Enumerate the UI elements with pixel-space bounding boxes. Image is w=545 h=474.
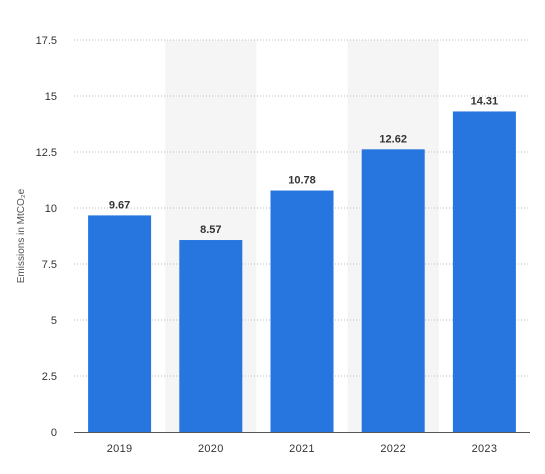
y-tick-label-15: 15 (45, 91, 57, 103)
x-tick-label-2022: 2022 (380, 443, 406, 455)
y-axis-title: Emissions in MtCO₂e (16, 188, 27, 283)
data-label-2023: 14.31 (471, 95, 499, 107)
y-tick-label-7.5: 7.5 (42, 259, 57, 271)
y-tick-label-17.5: 17.5 (36, 35, 57, 47)
bar-2021 (270, 190, 334, 432)
x-axis-ticks: 2019 2020 2021 2022 2023 (107, 443, 497, 455)
y-tick-label-0: 0 (51, 427, 57, 439)
y-tick-label-10: 10 (45, 203, 57, 215)
bar-2019 (88, 215, 152, 432)
x-tick-label-2021: 2021 (289, 443, 315, 455)
y-tick-label-5: 5 (51, 315, 57, 327)
x-tick-label-2023: 2023 (472, 443, 498, 455)
data-label-2021: 10.78 (288, 175, 316, 187)
y-tick-label-12.5: 12.5 (36, 147, 57, 159)
y-tick-label-2.5: 2.5 (42, 371, 57, 383)
y-axis-ticks: 0 2.5 5 7.5 10 12.5 15 17.5 (36, 35, 57, 439)
x-tick-label-2020: 2020 (198, 443, 224, 455)
bar-2022 (361, 149, 425, 432)
bars (88, 111, 516, 433)
x-tick-label-2019: 2019 (107, 443, 133, 455)
data-labels: 9.67 8.57 10.78 12.62 14.31 (109, 95, 498, 236)
bar-2023 (452, 111, 516, 433)
data-label-2022: 12.62 (379, 133, 407, 145)
data-label-2020: 8.57 (200, 224, 221, 236)
bar-2020 (179, 240, 243, 432)
data-label-2019: 9.67 (109, 199, 130, 211)
